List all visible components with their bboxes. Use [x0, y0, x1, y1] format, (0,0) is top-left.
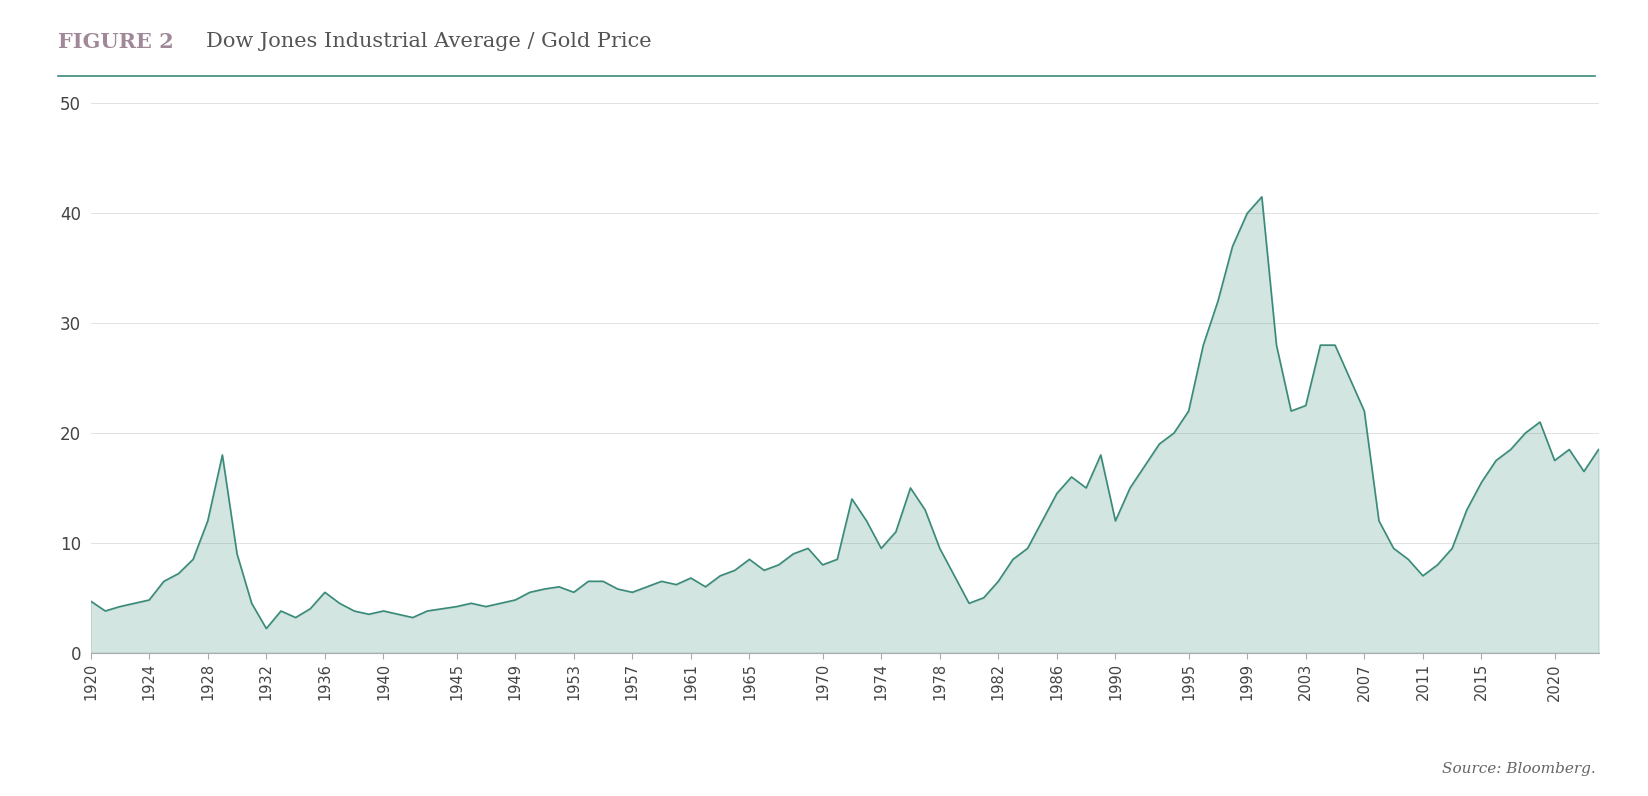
Text: FIGURE 2: FIGURE 2: [58, 32, 173, 52]
Text: Dow Jones Industrial Average / Gold Price: Dow Jones Industrial Average / Gold Pric…: [206, 32, 651, 51]
Text: Source: Bloomberg.: Source: Bloomberg.: [1442, 762, 1595, 776]
